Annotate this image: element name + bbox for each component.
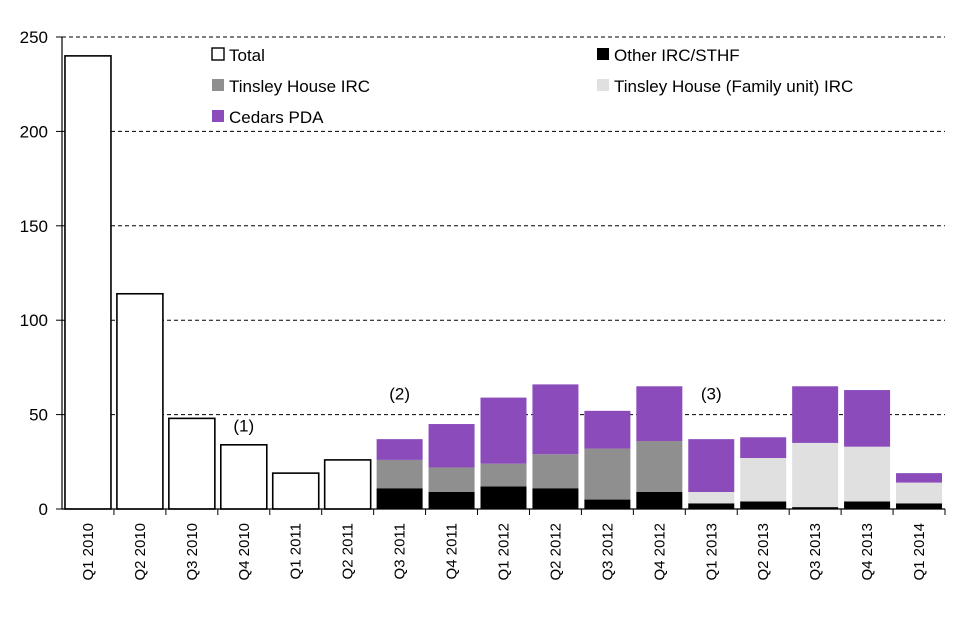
x-tick-label: Q4 2012 — [651, 523, 668, 581]
legend-label: Cedars PDA — [229, 108, 324, 127]
bar-other-irc-sthf-q2-2013 — [740, 501, 787, 509]
y-tick-label: 0 — [39, 500, 48, 519]
bar-other-irc-sthf-q2-2012 — [532, 488, 579, 509]
bar-other-irc-sthf-q1-2014 — [896, 503, 943, 509]
bar-cedars-pda-q1-2014 — [896, 473, 943, 483]
bars — [64, 55, 943, 510]
bar-total-q1-2010 — [64, 55, 112, 510]
y-tick-label: 100 — [20, 311, 48, 330]
bar-tinsley-house-irc-q2-2012 — [532, 454, 579, 489]
legend: Total Other IRC/STHF Tinsley House IRC Tins… — [211, 46, 853, 127]
bar-cedars-pda-q2-2013 — [740, 437, 787, 459]
legend-label: Tinsley House IRC — [229, 77, 370, 96]
bar-total-q2-2011 — [323, 459, 372, 510]
bar-other-irc-sthf-q1-2012 — [480, 486, 527, 509]
bar-tinsley-house-family-unit-irc-q1-2013 — [688, 492, 735, 504]
y-tick-label: 150 — [20, 217, 48, 236]
bar-other-irc-sthf-q4-2011 — [428, 492, 475, 509]
x-tick-label: Q4 2013 — [859, 523, 876, 581]
bar-cedars-pda-q1-2012 — [480, 397, 527, 464]
bar-tinsley-house-irc-q4-2012 — [636, 441, 683, 493]
bar-other-irc-sthf-q4-2013 — [844, 501, 891, 509]
bar-cedars-pda-q4-2012 — [636, 386, 683, 442]
x-tick-label: Q2 2013 — [755, 523, 772, 581]
bar-tinsley-house-family-unit-irc-q1-2014 — [896, 482, 943, 504]
annotation-label: (1) — [233, 417, 254, 436]
y-tick-label: 200 — [20, 122, 48, 141]
bar-tinsley-house-irc-q1-2012 — [480, 463, 527, 487]
bar-other-irc-sthf-q4-2012 — [636, 492, 683, 509]
bar-cedars-pda-q3-2013 — [792, 386, 839, 443]
x-tick-label: Q1 2010 — [80, 523, 97, 581]
legend-swatch — [212, 110, 224, 122]
x-tick-label: Q3 2010 — [184, 523, 201, 581]
legend-item-other-irc-sthf: Other IRC/STHF — [597, 46, 740, 65]
bar-other-irc-sthf-q3-2013 — [792, 507, 839, 509]
bar-cedars-pda-q3-2012 — [584, 410, 631, 449]
x-tick-label: Q2 2012 — [547, 523, 564, 581]
legend-label: Tinsley House (Family unit) IRC — [614, 77, 853, 96]
legend-item-tinsley-house-irc: Tinsley House IRC — [212, 77, 370, 96]
axes: 0 50 100 150 200 250 Q1 2010 Q2 2010 Q3 2010 Q4 2… — [20, 28, 946, 581]
bar-other-irc-sthf-q3-2012 — [584, 499, 631, 509]
x-tick-label: Q3 2012 — [599, 523, 616, 581]
bar-tinsley-house-irc-q3-2011 — [376, 459, 423, 489]
x-tick-label: Q1 2012 — [496, 523, 513, 581]
bar-cedars-pda-q2-2012 — [532, 384, 579, 455]
x-tick-label: Q1 2014 — [911, 523, 928, 581]
y-tick-label: 50 — [29, 406, 48, 425]
annotation-label: (3) — [701, 384, 722, 403]
bar-total-q4-2010 — [219, 444, 268, 510]
bar-tinsley-house-family-unit-irc-q2-2013 — [740, 458, 787, 502]
bar-cedars-pda-q3-2011 — [376, 439, 423, 460]
legend-swatch — [212, 79, 224, 91]
bar-tinsley-house-irc-q4-2011 — [428, 467, 475, 493]
bar-total-q3-2010 — [168, 417, 216, 510]
bar-cedars-pda-q1-2013 — [688, 439, 735, 493]
legend-label: Total — [229, 46, 265, 65]
annotations: (1) (2) (3) — [233, 384, 721, 435]
x-tick-label: Q4 2011 — [444, 523, 461, 579]
x-tick-label: Q3 2011 — [392, 523, 409, 579]
bar-tinsley-house-family-unit-irc-q4-2013 — [844, 446, 891, 502]
legend-swatch — [211, 47, 225, 61]
bar-other-irc-sthf-q3-2011 — [376, 488, 423, 509]
bar-other-irc-sthf-q1-2013 — [688, 503, 735, 509]
bar-cedars-pda-q4-2013 — [844, 390, 891, 447]
bar-tinsley-house-family-unit-irc-q3-2013 — [792, 442, 839, 508]
x-tick-label: Q2 2011 — [340, 523, 357, 579]
legend-item-cedars-pda: Cedars PDA — [212, 108, 324, 127]
x-tick-label: Q1 2013 — [703, 523, 720, 581]
legend-swatch — [597, 48, 609, 60]
bar-total-q2-2010 — [116, 292, 164, 510]
bar-tinsley-house-irc-q3-2012 — [584, 448, 631, 500]
annotation-label: (2) — [389, 384, 410, 403]
bar-total-q1-2011 — [271, 472, 320, 510]
legend-swatch — [597, 79, 609, 91]
x-tick-label: Q1 2011 — [288, 523, 305, 579]
y-tick-label: 250 — [20, 28, 48, 47]
legend-item-total: Total — [211, 46, 265, 65]
x-tick-label: Q4 2010 — [236, 523, 253, 581]
x-tick-label: Q3 2013 — [807, 523, 824, 581]
legend-label: Other IRC/STHF — [614, 46, 740, 65]
legend-item-tinsley-house-family-unit-irc: Tinsley House (Family unit) IRC — [597, 77, 853, 96]
x-tick-label: Q2 2010 — [132, 523, 149, 581]
bar-cedars-pda-q4-2011 — [428, 424, 475, 468]
